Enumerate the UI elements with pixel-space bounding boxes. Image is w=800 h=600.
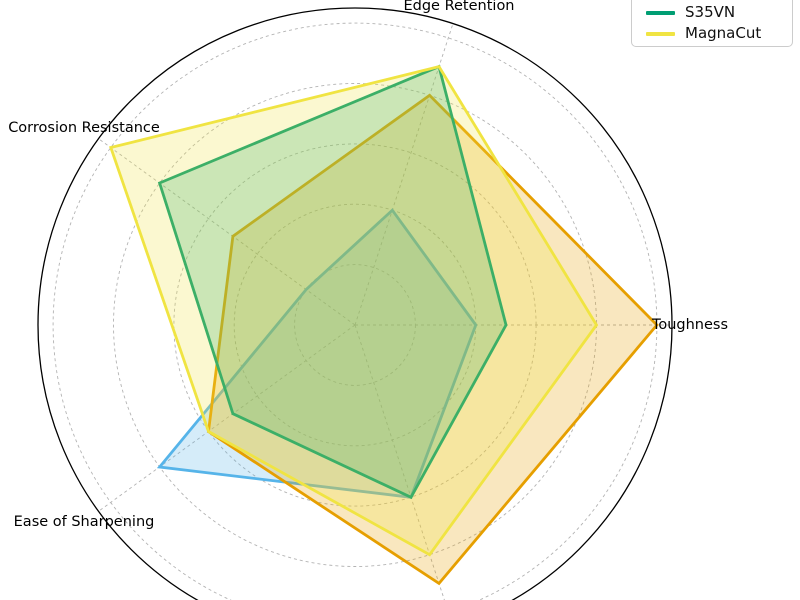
outer-circle (37, 7, 673, 600)
axis-label-1: Edge Retention (403, 0, 514, 14)
legend-swatch-s35vn (646, 10, 675, 15)
legend-row-s35vn: S35VN (646, 5, 792, 20)
axis-spoke-4 (354, 324, 445, 600)
axis-spoke-3 (98, 324, 356, 512)
chart-legend: S35VN MagnaCut (631, 0, 793, 47)
axis-label-0: Toughness (651, 317, 728, 333)
axis-label-2: Corrosion Resistance (8, 120, 160, 136)
axis-spoke-2 (98, 138, 356, 326)
legend-row-magnacut: MagnaCut (646, 26, 792, 41)
legend-label-s35vn: S35VN (685, 3, 736, 21)
series-polygon-S35VN (157, 64, 508, 500)
legend-swatch-magnacut (646, 31, 675, 36)
legend-label-magnacut: MagnaCut (685, 24, 762, 42)
series-polygon-MagnaCut (108, 64, 599, 557)
series-polygon-unlabeled-0 (156, 208, 478, 499)
series-polygon-unlabeled-1 (207, 93, 659, 586)
axis-label-3: Ease of Sharpening (14, 514, 155, 530)
axis-spoke-1 (354, 23, 454, 326)
